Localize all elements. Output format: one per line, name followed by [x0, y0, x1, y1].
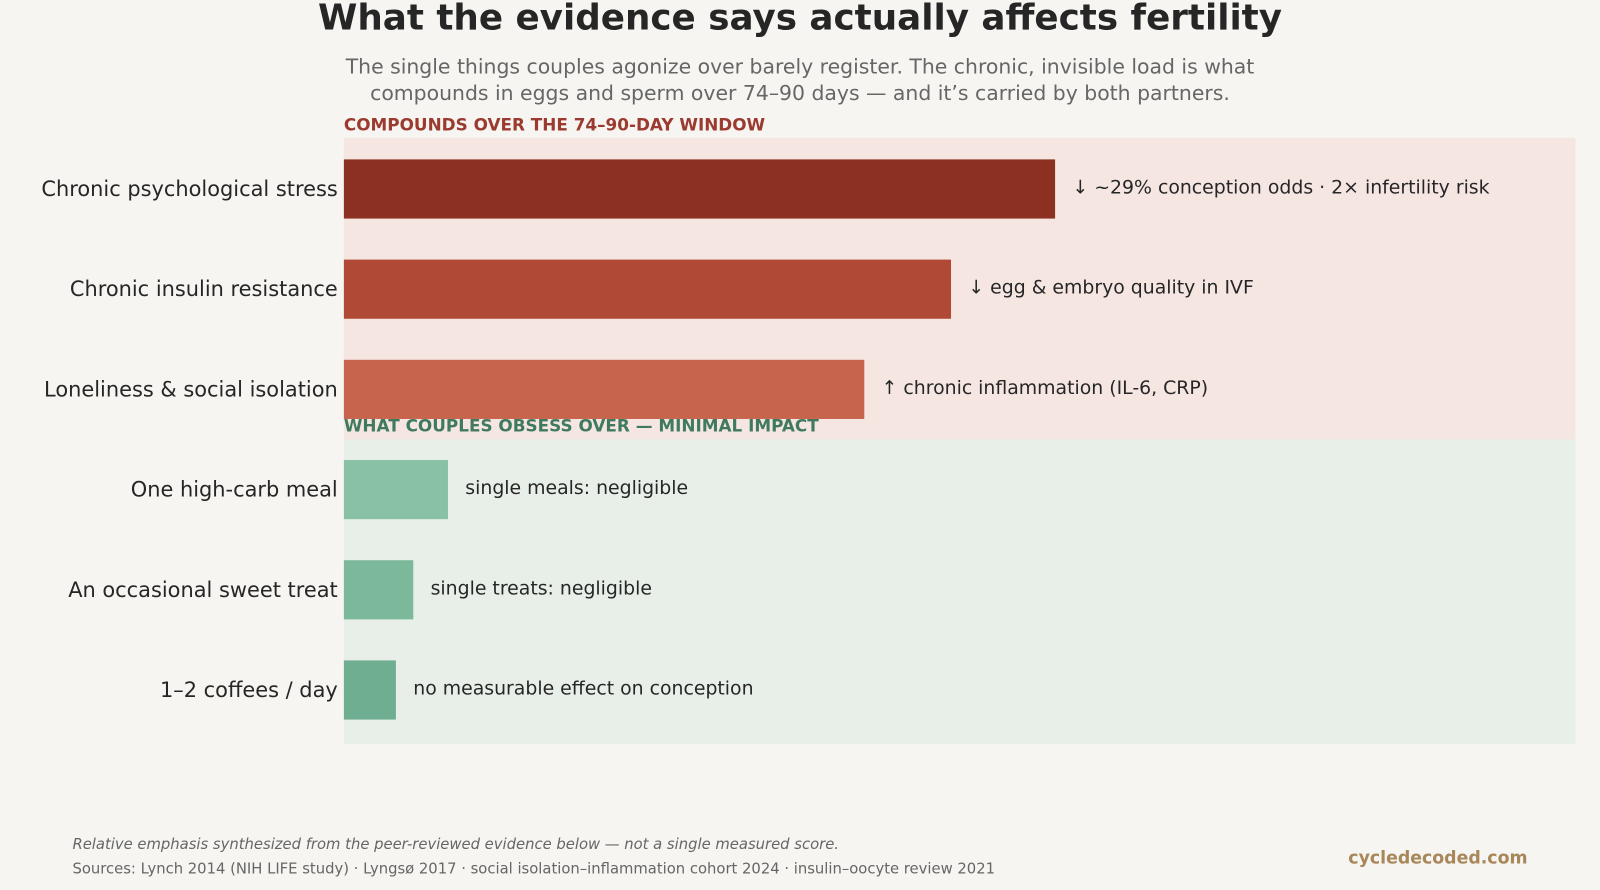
group-background	[343, 439, 1576, 745]
y-tick-label: Chronic insulin resistance	[70, 277, 338, 301]
bar	[343, 460, 448, 520]
bar	[343, 660, 396, 720]
plot-area: COMPOUNDS OVER THE 74–90-DAY WINDOW Chron…	[41, 115, 1576, 745]
y-tick-label: Loneliness & social isolation	[44, 377, 338, 401]
y-tick-label: Chronic psychological stress	[41, 177, 337, 201]
group-label: COMPOUNDS OVER THE 74–90-DAY WINDOW	[344, 115, 766, 135]
y-tick-label: An occasional sweet treat	[68, 578, 338, 602]
sources: Sources: Lynch 2014 (NIH LIFE study) · L…	[72, 860, 995, 877]
bar	[343, 159, 1056, 219]
annotation: ↓ ~29% conception odds · 2× infertility …	[1072, 176, 1489, 198]
annotation: single meals: negligible	[465, 477, 688, 499]
group-label: WHAT COUPLES OBSESS OVER — MINIMAL IMPAC…	[344, 415, 819, 435]
annotation: single treats: negligible	[431, 577, 652, 599]
annotation: no measurable effect on conception	[413, 677, 753, 699]
bar	[343, 259, 952, 319]
y-tick-label: 1–2 coffees / day	[160, 678, 338, 702]
y-tick-label: One high-carb meal	[131, 478, 338, 502]
annotation: ↑ chronic inflammation (IL-6, CRP)	[882, 377, 1208, 399]
bar	[343, 359, 865, 419]
brand: cycledecoded.com	[1348, 848, 1527, 868]
subtitle: compounds in eggs and sperm over 74–90 d…	[370, 81, 1230, 105]
annotation: ↓ egg & embryo quality in IVF	[968, 277, 1253, 299]
chart-title: What the evidence says actually affects …	[318, 0, 1282, 38]
bar	[343, 560, 414, 620]
subtitle: The single things couples agonize over b…	[345, 54, 1255, 78]
footnote: Relative emphasis synthesized from the p…	[72, 836, 839, 853]
